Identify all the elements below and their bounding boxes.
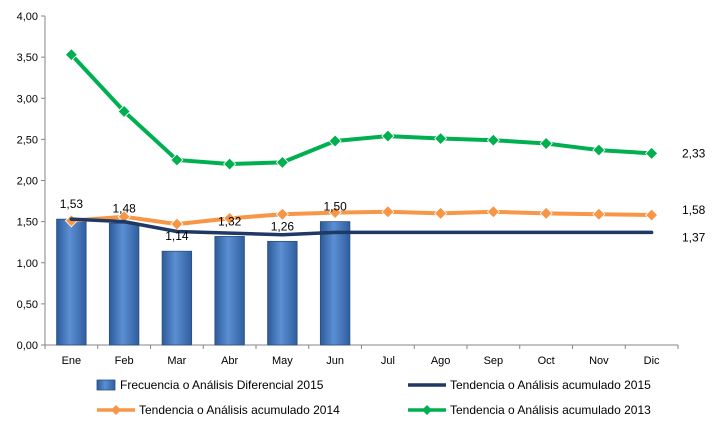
x-tick-label: Sep (484, 355, 504, 367)
bar-data-labels: 1,53 1,48 1,14 1,32 1,26 1,50 (60, 197, 347, 243)
x-tick-label: Mar (167, 355, 186, 367)
y-tick-label: 4,00 (17, 11, 38, 23)
series-line (69, 209, 654, 227)
legend-diamond-marker (422, 405, 432, 415)
legend-label: Frecuencia o Análisis Diferencial 2015 (120, 378, 324, 392)
x-tick-label: Dic (644, 355, 660, 367)
line-end-label: 1,58 (682, 203, 706, 217)
diamond-marker (223, 157, 237, 171)
x-tick-label: Jul (381, 355, 395, 367)
diamond-marker (117, 104, 131, 118)
diamond-marker (381, 129, 395, 143)
x-tick-label: Jun (326, 355, 344, 367)
bar (56, 218, 87, 346)
diamond-marker (434, 131, 448, 146)
bar (108, 222, 140, 346)
line-end-label: 2,33 (682, 146, 706, 160)
bar-value-label: 1,14 (165, 229, 189, 243)
series-line (69, 52, 654, 167)
y-tick-label: 1,00 (17, 258, 38, 270)
diamond-marker (381, 205, 395, 219)
y-tick-label: 2,00 (17, 176, 38, 188)
bar-series (56, 218, 351, 346)
x-tick-label: Ago (431, 355, 451, 367)
y-tick-label: 3,50 (17, 52, 38, 64)
diamond-marker (486, 205, 500, 219)
y-tick-label: 0,00 (17, 340, 38, 352)
diamond-marker (592, 207, 606, 221)
line-end-labels: 1,37 1,58 2,33 (682, 146, 706, 244)
bar-value-label: 1,26 (271, 219, 295, 233)
axes (41, 15, 679, 349)
y-tick-label: 1,50 (17, 217, 38, 229)
x-axis-tick-labels: Ene Feb Mar Abr May Jun Jul Ago Sep Oct Nov Dic (62, 355, 660, 367)
x-tick-label: Nov (589, 355, 609, 367)
bar-value-label: 1,32 (218, 214, 242, 228)
legend-diamond-marker (111, 405, 121, 415)
x-tick-label: Ene (62, 355, 82, 367)
y-tick-label: 2,50 (17, 134, 38, 146)
diamond-marker (328, 206, 342, 220)
bar-value-label: 1,48 (112, 201, 136, 215)
y-axis-tick-labels: 0,00 0,50 1,00 1,50 2,00 2,50 3,00 3,50 4,00 (17, 11, 38, 352)
diamond-marker (539, 136, 553, 151)
y-tick-label: 0,50 (17, 299, 38, 311)
line-series (64, 48, 659, 237)
x-tick-label: Abr (221, 355, 238, 367)
bar (161, 250, 193, 346)
x-tick-label: Oct (538, 355, 555, 367)
bar (267, 240, 298, 346)
diamond-marker (275, 155, 289, 169)
x-tick-label: May (272, 355, 293, 367)
diamond-marker (539, 206, 553, 220)
legend-bar-swatch (96, 379, 116, 391)
diamond-marker (170, 153, 184, 167)
legend-label: Tendencia o Análisis acumulado 2015 (450, 378, 651, 392)
diamond-marker (64, 48, 78, 62)
diamond-marker (275, 207, 289, 221)
diamond-marker (592, 143, 606, 157)
x-tick-label: Feb (115, 355, 134, 367)
series-line (69, 217, 654, 237)
y-tick-label: 3,00 (17, 93, 38, 105)
legend-label: Tendencia o Análisis acumulado 2014 (139, 403, 340, 417)
diamond-marker (434, 206, 448, 220)
diamond-marker (223, 211, 237, 225)
line-end-label: 1,37 (682, 230, 706, 244)
bar-value-label: 1,53 (60, 197, 84, 211)
bar (319, 221, 351, 346)
bar (214, 236, 245, 346)
legend: Frecuencia o Análisis Diferencial 2015 Te… (96, 378, 651, 417)
diamond-marker (486, 133, 500, 147)
diamond-marker (328, 134, 342, 148)
legend-label: Tendencia o Análisis acumulado 2013 (450, 403, 651, 417)
diamond-marker (645, 208, 659, 222)
diamond-marker (645, 146, 659, 160)
bar-value-label: 1,50 (323, 200, 347, 214)
